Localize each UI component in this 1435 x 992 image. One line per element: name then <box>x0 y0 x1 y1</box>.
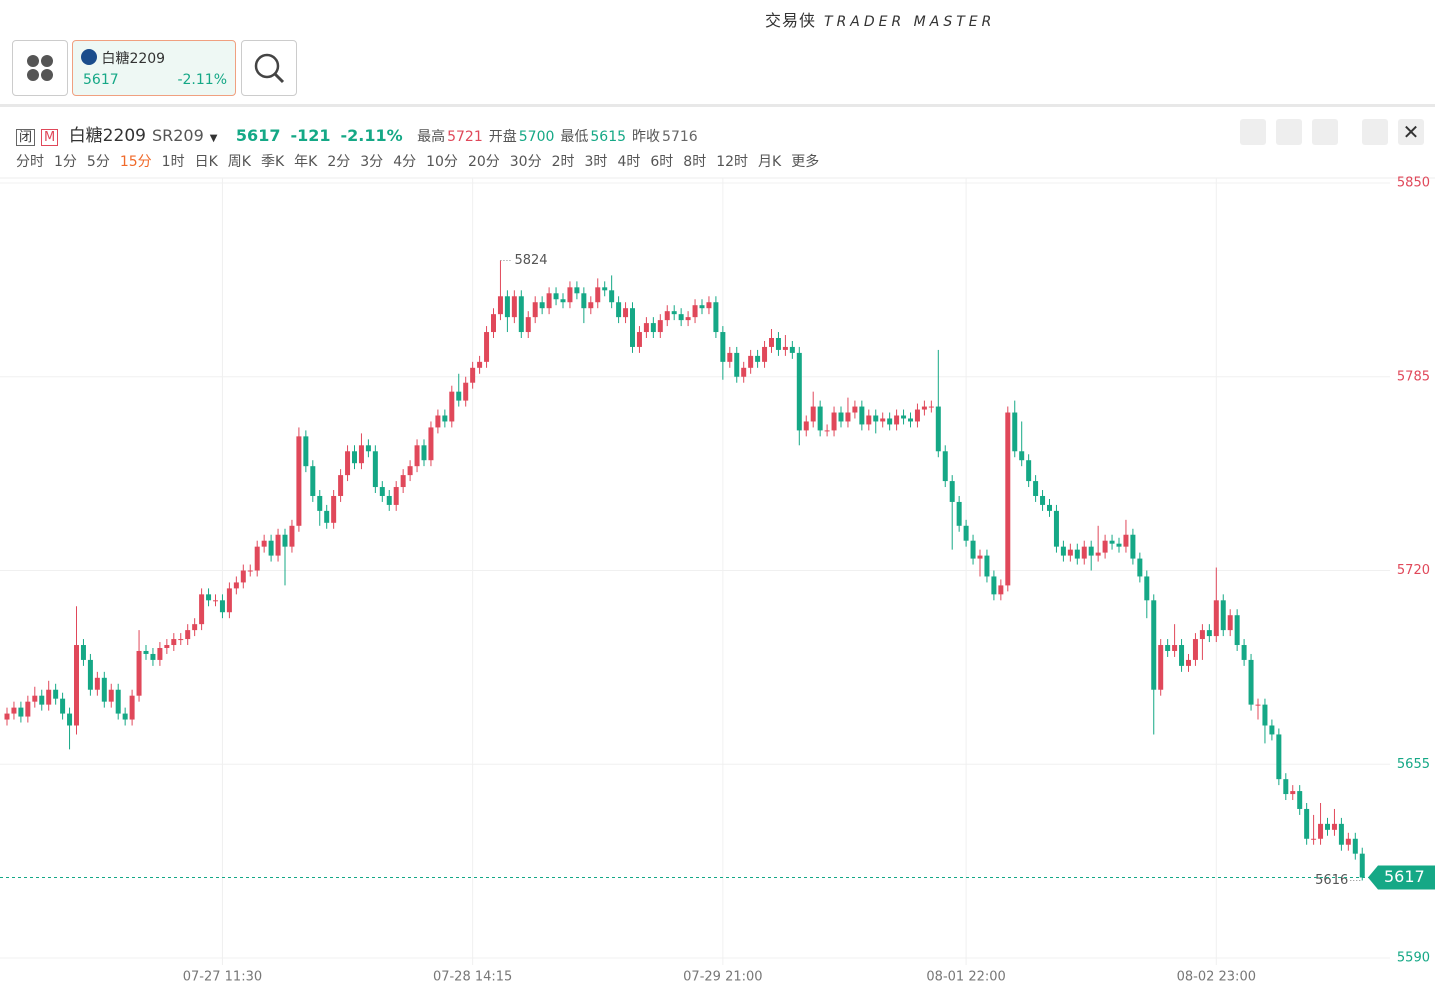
stats: 最高 5721 开盘 5700 最低 5615 昨收 5716 <box>417 129 704 145</box>
stat-value: 5615 <box>590 129 627 145</box>
tool-shrink[interactable] <box>1362 119 1388 145</box>
tab-price: 5617 <box>83 72 119 88</box>
period-tab[interactable]: 1时 <box>161 154 185 170</box>
period-tabs: 分时 1分 5分 15分 1时 日K 周K 季K 年K 2分 3分 4分 10分 20分 30分 2时 3时 4时… <box>16 151 829 171</box>
flag: M <box>41 129 59 146</box>
stat-value: 5716 <box>662 129 698 145</box>
brand-en: TRADER MASTER <box>824 14 996 30</box>
period-tab[interactable]: 3分 <box>360 154 384 170</box>
search-button[interactable] <box>241 40 297 96</box>
stat-label: 最高 <box>417 129 446 145</box>
period-tab[interactable]: 12时 <box>716 154 749 170</box>
stat-value: 5700 <box>518 129 555 145</box>
period-tab[interactable]: 更多 <box>791 154 820 170</box>
menu-button[interactable] <box>12 40 68 96</box>
brand: 交易侠 TRADER MASTER <box>765 7 995 31</box>
status: 闭 <box>16 129 36 146</box>
period-tab[interactable]: 周K <box>227 154 251 170</box>
period-tab[interactable]: 6时 <box>650 154 674 170</box>
tool-close[interactable]: ✕ <box>1398 119 1424 145</box>
tab-change: -2.11% <box>177 72 227 88</box>
period-tab[interactable]: 4分 <box>393 154 417 170</box>
period-tab[interactable]: 2时 <box>551 154 575 170</box>
quote-change-pct: -2.11% <box>340 126 403 145</box>
stat-value: 5721 <box>447 129 483 145</box>
brand-cn: 交易侠 <box>765 11 817 30</box>
tool-line[interactable] <box>1240 119 1266 145</box>
period-tab[interactable]: 8时 <box>683 154 707 170</box>
tab-name: 白糖2209 <box>101 51 166 67</box>
period-tab[interactable]: 3时 <box>584 154 608 170</box>
period-tab[interactable]: 分时 <box>16 154 44 170</box>
period-tab[interactable]: 日K <box>194 154 218 170</box>
period-tab[interactable]: 5分 <box>86 154 110 170</box>
period-tab[interactable]: 10分 <box>426 154 458 170</box>
period-tab[interactable]: 20分 <box>467 154 500 170</box>
symbol-tab[interactable]: 白糖2209 5617 -2.11% <box>72 40 236 96</box>
menu-icon <box>27 55 53 81</box>
period-tab[interactable]: 15分 <box>119 154 152 170</box>
quote-change: -121 <box>290 126 331 145</box>
tool-draw[interactable] <box>1276 119 1302 145</box>
tool-candle[interactable] <box>1312 119 1338 145</box>
stat-label: 开盘 <box>488 129 517 145</box>
period-tab[interactable]: 2分 <box>327 154 351 170</box>
search-icon <box>254 53 285 84</box>
period-tab[interactable]: 月K <box>758 154 782 170</box>
stat-label: 昨收 <box>632 129 661 145</box>
period-tab[interactable]: 30分 <box>509 154 542 170</box>
quote-code[interactable]: SR209 <box>151 126 204 145</box>
period-tab[interactable]: 1分 <box>54 154 77 170</box>
quote-price: 5617 <box>235 126 281 145</box>
period-tab[interactable]: 季K <box>260 154 285 170</box>
stat-label: 最低 <box>560 129 589 145</box>
tab-title: 白糖2209 <box>81 48 165 68</box>
quote-name: 白糖2209 <box>68 126 146 146</box>
period-tab[interactable]: 4时 <box>617 154 641 170</box>
period-tab[interactable]: 年K <box>294 154 318 170</box>
